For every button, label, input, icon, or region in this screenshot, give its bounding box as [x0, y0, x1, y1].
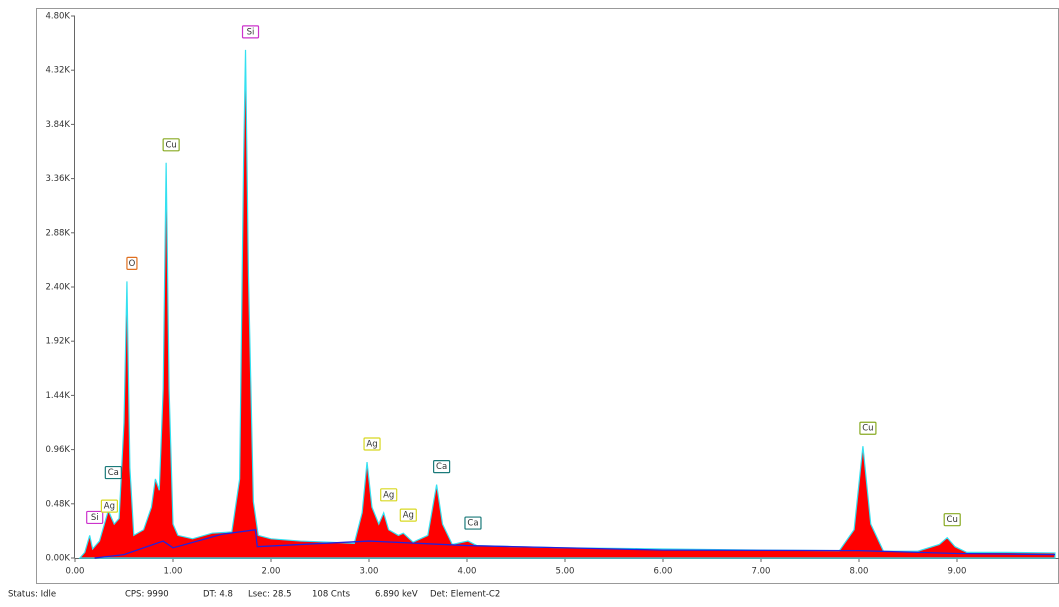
- dead-time: DT: 4.8: [203, 590, 233, 600]
- peak-label: Si: [247, 27, 255, 37]
- x-tick-label: 2.00: [262, 567, 281, 577]
- peak-label: Si: [91, 513, 99, 523]
- peak-label-box: [100, 499, 119, 513]
- peak-label: Ag: [403, 511, 414, 521]
- x-tick-label: 0.00: [66, 567, 85, 577]
- y-tick-label: 0.96K: [46, 445, 71, 455]
- peak-label-box: [943, 513, 961, 527]
- x-tick-label: 6.00: [654, 567, 673, 577]
- peak-label-box: [464, 516, 482, 530]
- peak-label: Ag: [104, 502, 115, 512]
- peak-label-box: [433, 460, 451, 474]
- peak-label: Ag: [366, 440, 377, 450]
- cursor-energy: 6.890 keV: [375, 590, 418, 600]
- y-tick-label: 1.92K: [46, 337, 71, 347]
- x-tick-label: 5.00: [556, 567, 575, 577]
- peak-label-box: [241, 25, 260, 39]
- background-line: [94, 529, 1056, 559]
- y-tick-label: 0.00K: [46, 554, 71, 564]
- y-tick-label: 4.80K: [46, 12, 71, 22]
- peak-label: Cu: [862, 424, 873, 434]
- y-tick-label: 0.48K: [46, 499, 71, 509]
- x-tick-label: 4.00: [458, 567, 477, 577]
- plot-frame: [36, 8, 1059, 584]
- status: Status: Idle: [8, 590, 56, 600]
- peak-label-box: [859, 421, 877, 435]
- counts: 108 Cnts: [312, 590, 351, 600]
- status-bar: Status: Idle CPS: 9990 DT: 4.8 Lsec: 28.…: [8, 590, 500, 600]
- x-tick-label: 9.00: [948, 567, 967, 577]
- detector: Det: Element-C2: [430, 590, 500, 600]
- peak-label: Ca: [467, 519, 478, 529]
- peak-label-box: [126, 256, 138, 270]
- peak-label-box: [162, 138, 180, 152]
- peak-label: Ca: [436, 462, 447, 472]
- peak-label: Ag: [383, 490, 394, 500]
- peak-label-box: [104, 465, 122, 480]
- peak-label-box: [399, 508, 417, 522]
- peak-label-box: [363, 437, 381, 451]
- peak-label-box: [86, 510, 104, 525]
- x-tick-label: 8.00: [850, 567, 869, 577]
- peak-label-box: [380, 488, 398, 502]
- peak-label: O: [129, 259, 136, 269]
- cps: CPS: 9990: [125, 590, 169, 600]
- peak-label: Cu: [165, 140, 176, 150]
- x-tick-label: 7.00: [752, 567, 771, 577]
- y-tick-label: 1.44K: [46, 391, 71, 401]
- y-tick-label: 3.36K: [46, 174, 71, 184]
- x-tick-label: 3.00: [360, 567, 379, 577]
- y-tick-label: 2.40K: [46, 283, 71, 293]
- live-seconds: Lsec: 28.5: [248, 590, 292, 600]
- x-tick-label: 1.00: [164, 567, 183, 577]
- peak-label: Ca: [108, 468, 119, 478]
- y-tick-label: 4.32K: [46, 66, 71, 76]
- y-tick-label: 2.88K: [46, 228, 71, 238]
- y-tick-label: 3.84K: [46, 120, 71, 130]
- peak-label: Cu: [947, 515, 958, 525]
